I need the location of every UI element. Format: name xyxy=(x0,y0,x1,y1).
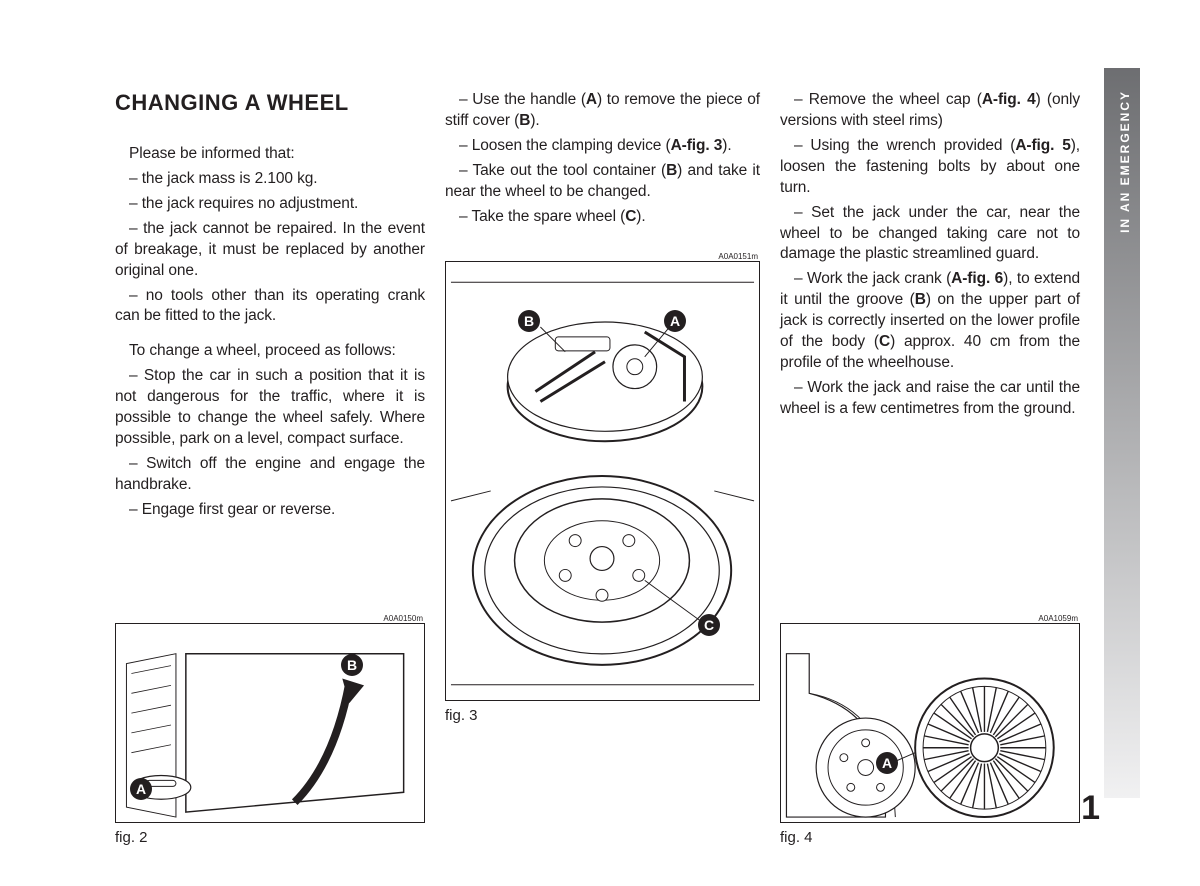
fig2-callout-a: A xyxy=(130,778,152,800)
c3-p4: – Work the jack crank (A-fig. 6), to ext… xyxy=(780,269,1080,374)
fig2-code: A0A0150m xyxy=(115,614,425,623)
figure-3: B A C xyxy=(445,261,760,701)
fig3-callout-a: A xyxy=(664,310,686,332)
fig2-label: fig. 2 xyxy=(115,829,425,846)
column-1: CHANGING A WHEEL Please be informed that… xyxy=(115,90,425,846)
c1-p7: – Stop the car in such a position that i… xyxy=(115,366,425,450)
fig2-callout-b: B xyxy=(341,654,363,676)
figure-4: A xyxy=(780,623,1080,823)
figure-3-wrap: A0A0151m xyxy=(445,252,760,724)
c1-p4: – the jack cannot be repaired. In the ev… xyxy=(115,219,425,282)
c1-p6: To change a wheel, proceed as follows: xyxy=(115,341,425,362)
column-3: – Remove the wheel cap (A-fig. 4) (only … xyxy=(780,90,1080,846)
c3-p3: – Set the jack under the car, near the w… xyxy=(780,203,1080,266)
figure-2-wrap: A0A0150m A B fig. 2 xyxy=(115,614,425,846)
c1-p2: – the jack mass is 2.100 kg. xyxy=(115,169,425,190)
fig3-label: fig. 3 xyxy=(445,707,760,724)
c3-p5: – Work the jack and raise the car until … xyxy=(780,378,1080,420)
figure-2: A B xyxy=(115,623,425,823)
fig4-label: fig. 4 xyxy=(780,829,1080,846)
fig4-code: A0A1059m xyxy=(780,614,1080,623)
c1-p9: – Engage first gear or reverse. xyxy=(115,500,425,521)
c1-p8: – Switch off the engine and engage the h… xyxy=(115,454,425,496)
figure-4-wrap: A0A1059m xyxy=(780,614,1080,846)
column-2: – Use the handle (A) to remove the piece… xyxy=(445,90,760,846)
c3-p1: – Remove the wheel cap (A-fig. 4) (only … xyxy=(780,90,1080,132)
c1-p3: – the jack requires no adjustment. xyxy=(115,194,425,215)
fig4-callout-a: A xyxy=(876,752,898,774)
fig3-callout-c: C xyxy=(698,614,720,636)
c1-p1: Please be informed that: xyxy=(115,144,425,165)
fig4-svg xyxy=(781,624,1079,822)
fig3-code: A0A0151m xyxy=(445,252,760,261)
c2-p1: – Use the handle (A) to remove the piece… xyxy=(445,90,760,132)
c2-p2: – Loosen the clamping device (A-fig. 3). xyxy=(445,136,760,157)
fig3-callout-b: B xyxy=(518,310,540,332)
c1-p5: – no tools other than its operating cran… xyxy=(115,286,425,328)
c3-p2: – Using the wrench provided (A-fig. 5), … xyxy=(780,136,1080,199)
c2-p4: – Take the spare wheel (C). xyxy=(445,207,760,228)
c2-p3: – Take out the tool container (B) and ta… xyxy=(445,161,760,203)
page-title: CHANGING A WHEEL xyxy=(115,90,425,116)
fig2-svg xyxy=(116,624,424,822)
